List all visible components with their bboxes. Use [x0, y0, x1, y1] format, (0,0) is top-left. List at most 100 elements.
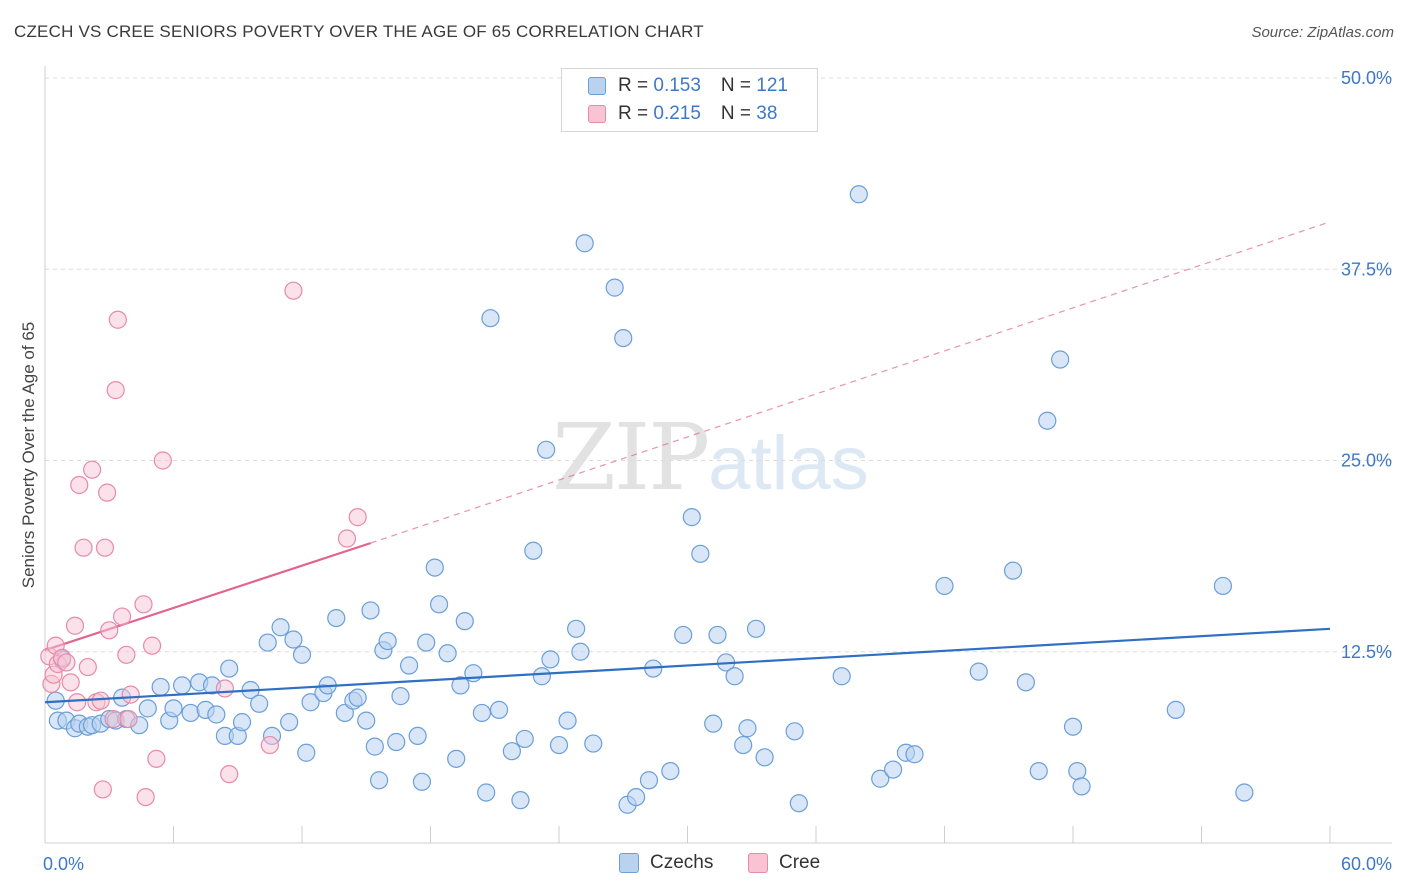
czech-point	[1235, 783, 1254, 802]
czech-point	[734, 735, 753, 755]
czech-point	[1003, 561, 1023, 580]
czech-point	[1068, 761, 1087, 781]
cree-point	[100, 621, 119, 640]
czech-point	[378, 631, 397, 651]
series-legend: Czechs Cree	[0, 852, 1406, 878]
czech-point	[425, 558, 444, 577]
czech-point	[785, 722, 804, 741]
legend-item-cree: Cree	[748, 852, 820, 874]
y-tick-label: 37.5%	[1341, 259, 1392, 279]
y-tick-label: 12.5%	[1341, 642, 1392, 662]
cree-point	[91, 691, 110, 710]
czech-point	[605, 278, 624, 297]
legend-r-value: 0.215	[653, 103, 701, 124]
watermark-zip: ZIP	[552, 404, 710, 511]
czech-point	[575, 234, 594, 253]
y-axis-title: Seniors Poverty Over the Age of 65	[19, 322, 38, 588]
czech-point	[447, 749, 466, 768]
czech-point	[1051, 350, 1070, 369]
cree-trend-layer	[44, 221, 1331, 652]
cree-point	[119, 709, 138, 729]
legend-r-value: 0.153	[653, 75, 701, 96]
czech-point	[258, 633, 277, 652]
cree-point	[61, 673, 80, 692]
czech-point	[472, 703, 491, 723]
cree-point	[78, 657, 97, 677]
legend-label-cree: Cree	[779, 852, 821, 873]
cree-swatch	[588, 105, 606, 123]
watermark-atlas: atlas	[708, 421, 869, 506]
czech-point	[537, 440, 556, 459]
cree-point	[83, 460, 102, 479]
y-tick-label: 50.0%	[1341, 68, 1392, 88]
czech-point	[271, 618, 290, 637]
cree-point	[337, 529, 357, 548]
czech-points	[46, 185, 1254, 814]
legend-item-czechs: Czechs	[619, 852, 713, 874]
czech-point	[1072, 777, 1091, 796]
czech-swatch	[619, 853, 639, 873]
czech-point	[549, 735, 569, 755]
legend-label-czechs: Czechs	[650, 852, 714, 873]
cree-point	[57, 653, 76, 672]
y-tick-label: 25.0%	[1341, 451, 1392, 471]
grid-lines	[45, 77, 1392, 653]
cree-point	[142, 636, 162, 655]
czech-point	[164, 699, 183, 718]
czech-point	[883, 760, 903, 779]
cree-point	[348, 508, 367, 527]
cree-point	[121, 685, 140, 704]
czech-point	[412, 772, 432, 791]
czech-point	[297, 743, 316, 762]
czech-point	[451, 676, 470, 695]
source-credit: Source: ZipAtlas.com	[1251, 24, 1394, 41]
cree-swatch	[748, 853, 768, 873]
czech-point	[1029, 761, 1048, 781]
czech-point	[935, 576, 954, 596]
czech-point	[489, 700, 509, 719]
czech-point	[725, 667, 744, 686]
czech-point	[348, 688, 367, 707]
czech-point	[220, 659, 239, 678]
czech-point	[626, 787, 646, 807]
cree-point	[95, 538, 115, 557]
cree-point	[153, 451, 172, 470]
czech-point	[1038, 411, 1057, 430]
zipatlas-watermark: ZIPatlas	[552, 404, 869, 511]
czech-point	[172, 676, 192, 695]
cree-point	[147, 749, 166, 768]
legend-n-label: N =	[720, 75, 757, 96]
czech-point	[477, 783, 496, 802]
czech-point	[151, 677, 170, 697]
axes	[44, 66, 1392, 844]
czech-point	[704, 714, 723, 733]
legend-row-czechs: R = 0.153 N = 121	[588, 74, 788, 98]
czech-point	[438, 644, 457, 663]
cree-point	[68, 693, 87, 712]
czech-point	[429, 595, 449, 614]
czech-point	[571, 642, 590, 661]
czech-point	[567, 619, 586, 638]
czech-point	[708, 625, 727, 645]
cree-point	[112, 607, 132, 626]
czech-point	[250, 694, 269, 713]
czech-point	[1166, 700, 1185, 719]
czech-point	[755, 748, 774, 767]
czech-point	[301, 693, 320, 712]
correlation-legend: R = 0.153 N = 121 R = 0.215 N = 38	[561, 68, 818, 132]
czech-point	[365, 737, 384, 756]
legend-n-value: 121	[756, 75, 788, 96]
czech-point	[558, 711, 577, 730]
czech-point	[357, 711, 376, 730]
czech-point	[408, 726, 427, 746]
cree-trend-line	[44, 542, 371, 652]
czech-point	[524, 541, 543, 560]
chart-title: CZECH VS CREE SENIORS POVERTY OVER THE A…	[14, 22, 704, 41]
czech-point	[614, 329, 633, 348]
czech-point	[284, 630, 303, 649]
czech-point	[455, 612, 474, 631]
czech-point	[584, 734, 603, 753]
czech-point	[639, 771, 659, 790]
cree-point	[65, 616, 85, 635]
